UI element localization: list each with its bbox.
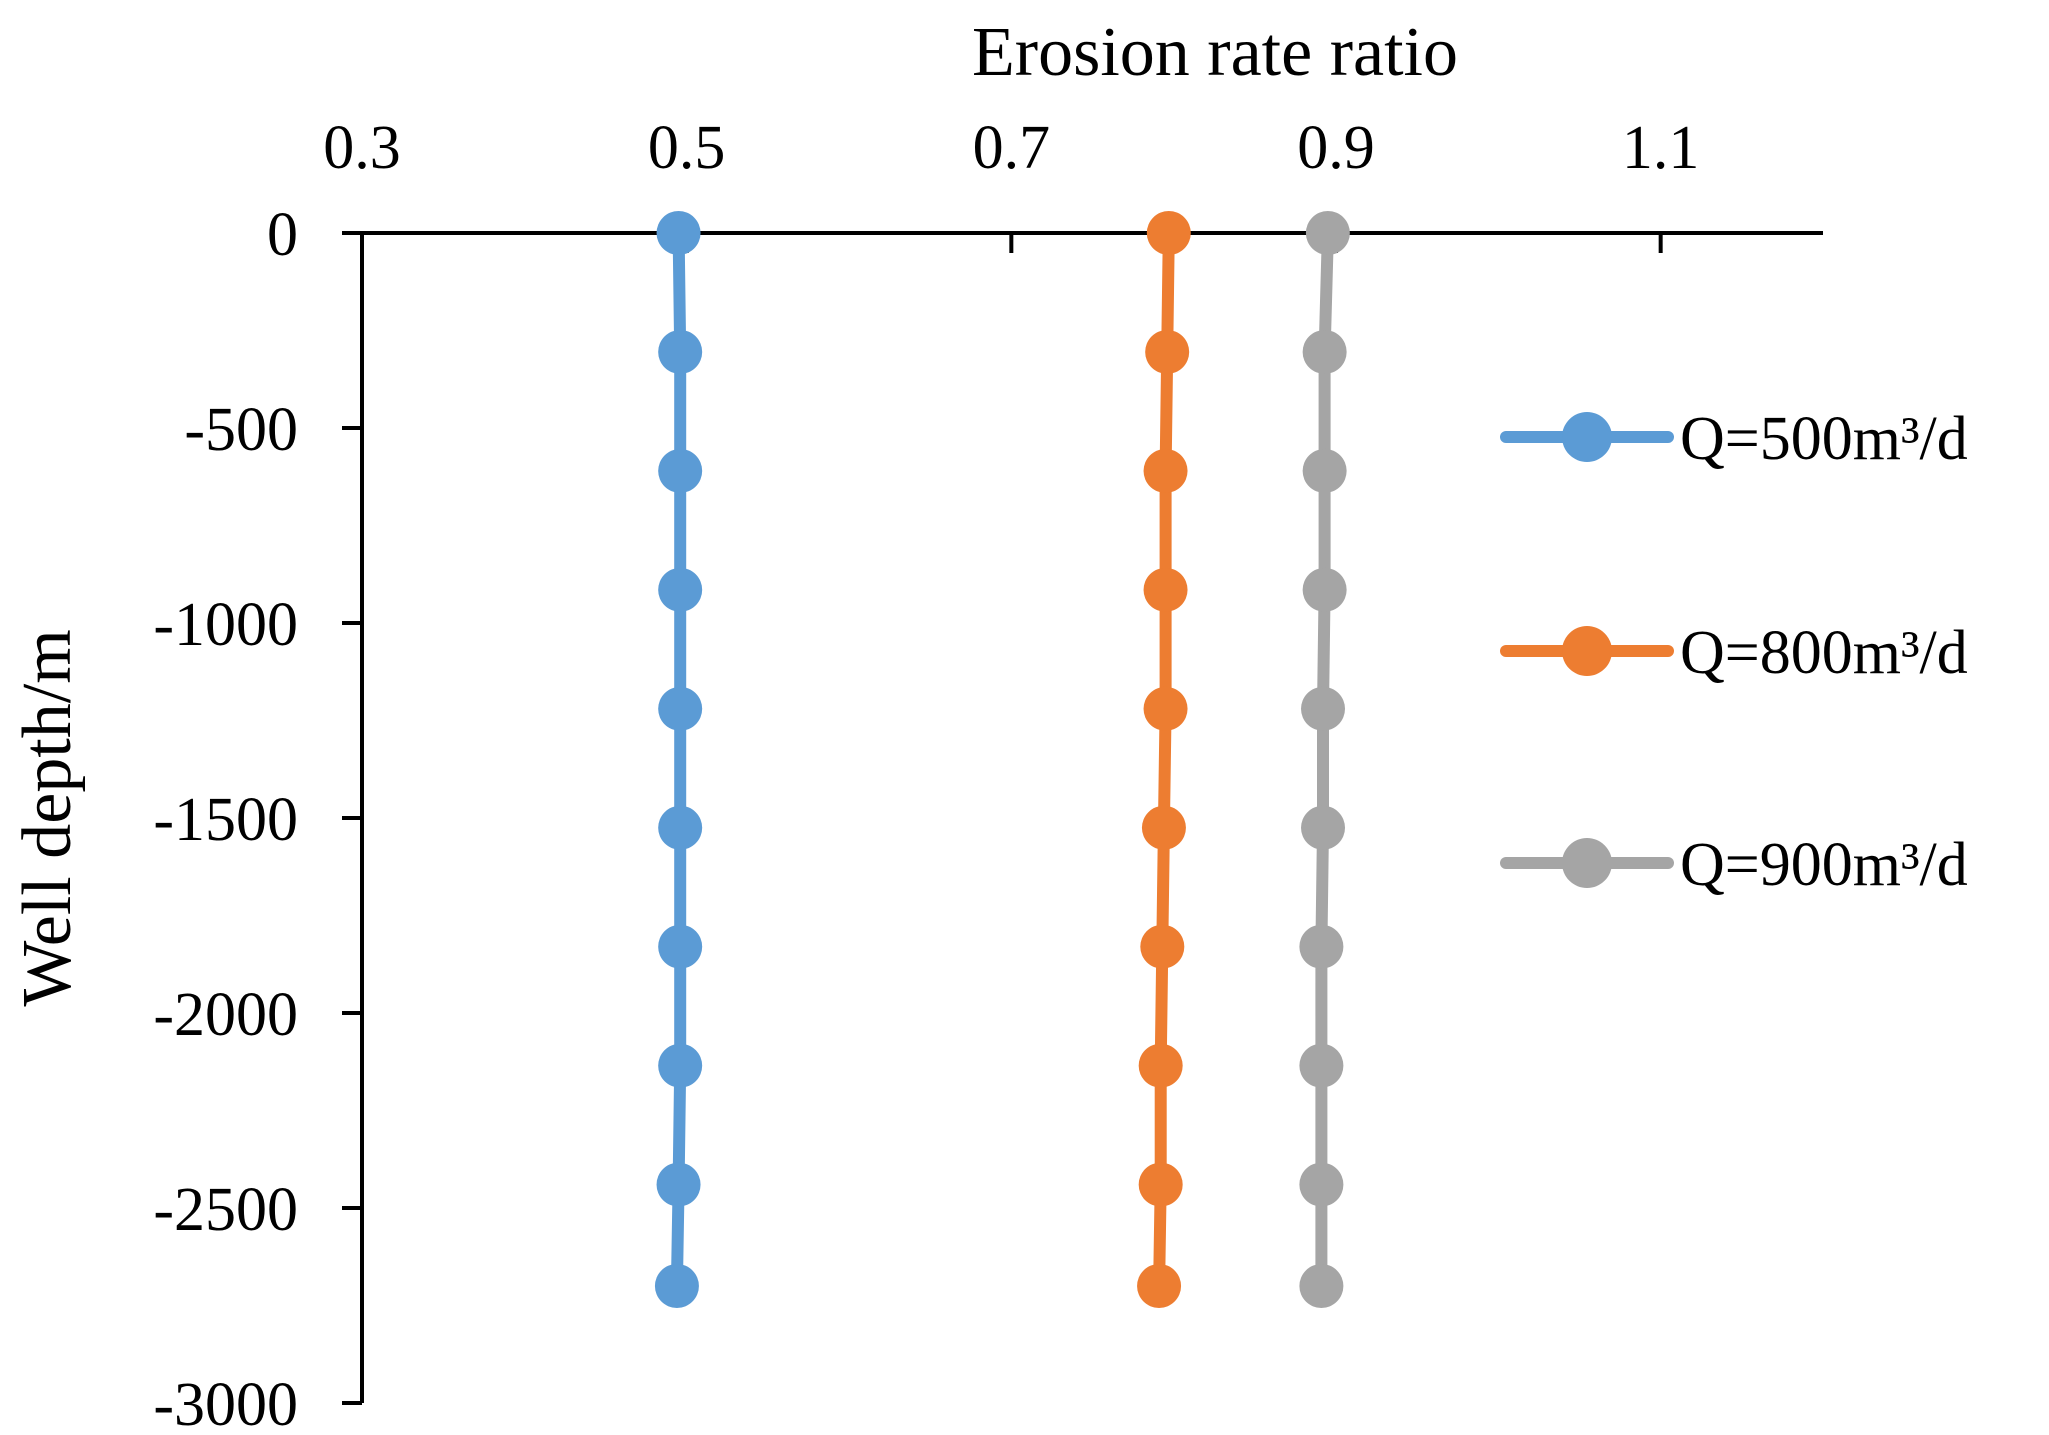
x-tick-label: 0.3 xyxy=(323,114,401,182)
data-point xyxy=(1143,448,1188,493)
series-line xyxy=(1153,227,1175,1292)
axes xyxy=(360,231,1823,1403)
data-point xyxy=(1299,1162,1344,1207)
y-tick-label: -1500 xyxy=(153,786,298,854)
data-point xyxy=(658,1043,703,1088)
legend-label: Q=800m³/d xyxy=(1680,619,1968,687)
x-axis-title: Erosion rate ratio xyxy=(972,14,1458,91)
data-point xyxy=(1302,567,1347,612)
y-tick-label: -2000 xyxy=(153,981,298,1049)
data-point xyxy=(1146,211,1191,255)
x-tick-label: 0.9 xyxy=(1297,114,1375,182)
legend-marker xyxy=(1562,838,1612,888)
data-point xyxy=(1299,1043,1344,1088)
x-tick-label: 0.7 xyxy=(973,114,1051,182)
y-tick-label: -500 xyxy=(184,396,298,464)
x-tick-label: 1.1 xyxy=(1622,114,1700,182)
y-axis-ticks: 0 -500 -1000 -1500 -2000 -2500 -3000 xyxy=(153,201,362,1435)
data-point xyxy=(658,329,703,374)
data-point xyxy=(1302,329,1347,374)
y-tick-label: -3000 xyxy=(153,1371,298,1435)
data-point xyxy=(1299,1264,1344,1308)
data-point xyxy=(1301,686,1346,731)
legend-marker xyxy=(1562,412,1612,462)
data-point xyxy=(1141,805,1186,850)
data-point xyxy=(1302,448,1347,493)
data-point xyxy=(654,1264,699,1308)
data-point xyxy=(658,448,703,493)
data-point xyxy=(658,924,703,969)
legend: Q=500m³/d Q=800m³/d Q=900m³/d xyxy=(1500,405,1968,899)
data-point xyxy=(1143,567,1188,612)
data-point xyxy=(1305,211,1350,255)
data-point xyxy=(1143,686,1188,731)
data-point xyxy=(658,686,703,731)
y-axis-title: Well depth/m xyxy=(9,629,86,1006)
y-tick-label: -2500 xyxy=(153,1176,298,1244)
y-tick-label: -1000 xyxy=(153,591,298,659)
legend-item: Q=500m³/d xyxy=(1500,405,1968,473)
series-1 xyxy=(654,211,703,1308)
data-point xyxy=(1299,924,1344,969)
plot-area xyxy=(654,211,1350,1308)
data-point xyxy=(658,805,703,850)
legend-label: Q=900m³/d xyxy=(1680,831,1968,899)
y-tick-label: 0 xyxy=(267,201,298,269)
series-2 xyxy=(1137,211,1191,1308)
legend-item: Q=900m³/d xyxy=(1500,831,1968,899)
series-line xyxy=(1315,227,1334,1292)
data-point xyxy=(1301,805,1346,850)
data-point xyxy=(656,1162,701,1207)
data-point xyxy=(1145,329,1190,374)
legend-marker xyxy=(1562,626,1612,676)
data-point xyxy=(1137,1264,1182,1308)
series-line xyxy=(670,227,687,1292)
data-point xyxy=(1138,1043,1183,1088)
legend-item: Q=800m³/d xyxy=(1500,619,1968,687)
data-point xyxy=(1138,1162,1183,1207)
legend-label: Q=500m³/d xyxy=(1680,405,1968,473)
x-tick-label: 0.5 xyxy=(648,114,726,182)
data-point xyxy=(1140,924,1185,969)
series-3 xyxy=(1299,211,1350,1308)
data-point xyxy=(656,211,701,255)
data-point xyxy=(658,567,703,612)
